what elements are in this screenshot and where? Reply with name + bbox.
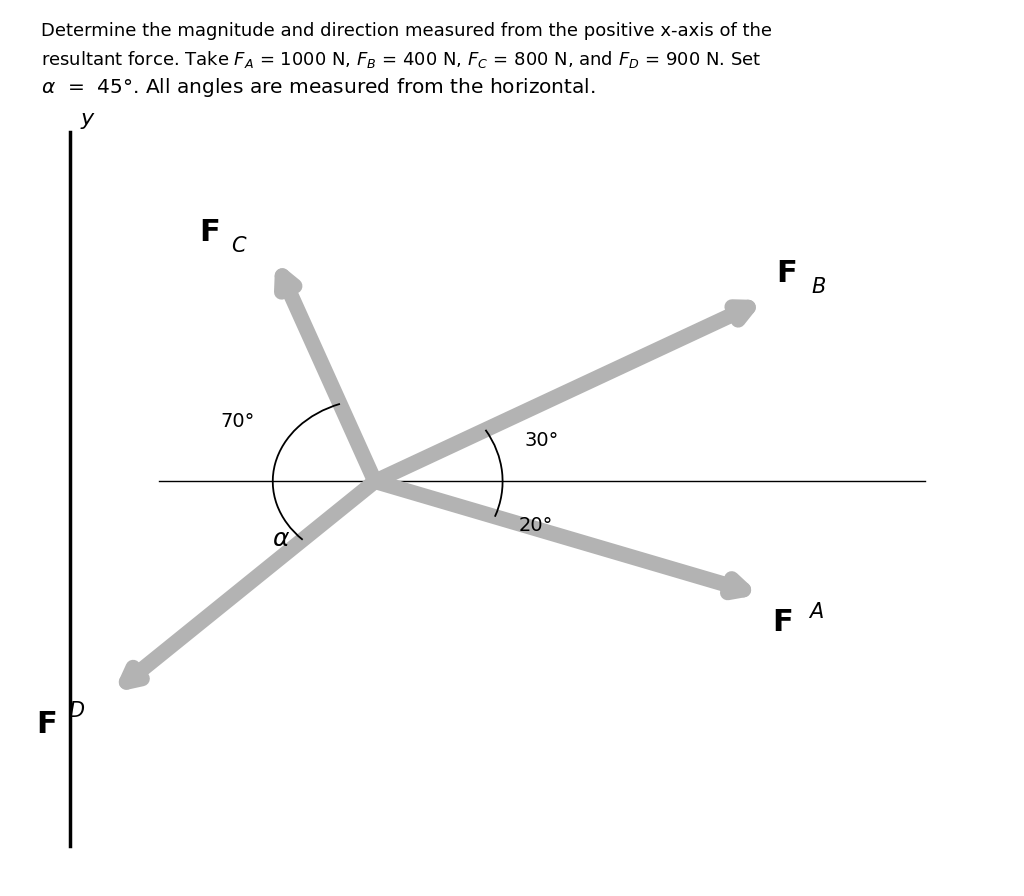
Text: $\alpha$: $\alpha$ bbox=[271, 527, 290, 550]
Text: $\mathbf{F}$: $\mathbf{F}$ bbox=[36, 711, 56, 739]
Text: 30°: 30° bbox=[524, 431, 559, 450]
Text: Determine the magnitude and direction measured from the positive x-axis of the: Determine the magnitude and direction me… bbox=[41, 22, 772, 40]
Text: $\mathit{D}$: $\mathit{D}$ bbox=[68, 701, 85, 721]
Text: resultant force. Take $F_A$ = 1000 N, $F_B$ = 400 N, $F_C$ = 800 N, and $F_D$ = : resultant force. Take $F_A$ = 1000 N, $F… bbox=[41, 49, 761, 70]
Text: y: y bbox=[80, 109, 93, 129]
Text: $\mathit{C}$: $\mathit{C}$ bbox=[231, 237, 248, 256]
Text: $\mathit{A}$: $\mathit{A}$ bbox=[808, 602, 823, 622]
Text: 20°: 20° bbox=[519, 516, 553, 535]
Text: $\mathit{B}$: $\mathit{B}$ bbox=[811, 278, 826, 297]
Text: $\mathbf{F}$: $\mathbf{F}$ bbox=[200, 218, 220, 246]
Text: 70°: 70° bbox=[220, 411, 255, 431]
Text: $\alpha$  =  45°. All angles are measured from the horizontal.: $\alpha$ = 45°. All angles are measured … bbox=[41, 76, 596, 99]
Text: $\mathbf{F}$: $\mathbf{F}$ bbox=[776, 259, 797, 288]
Text: $\mathbf{F}$: $\mathbf{F}$ bbox=[772, 608, 793, 637]
